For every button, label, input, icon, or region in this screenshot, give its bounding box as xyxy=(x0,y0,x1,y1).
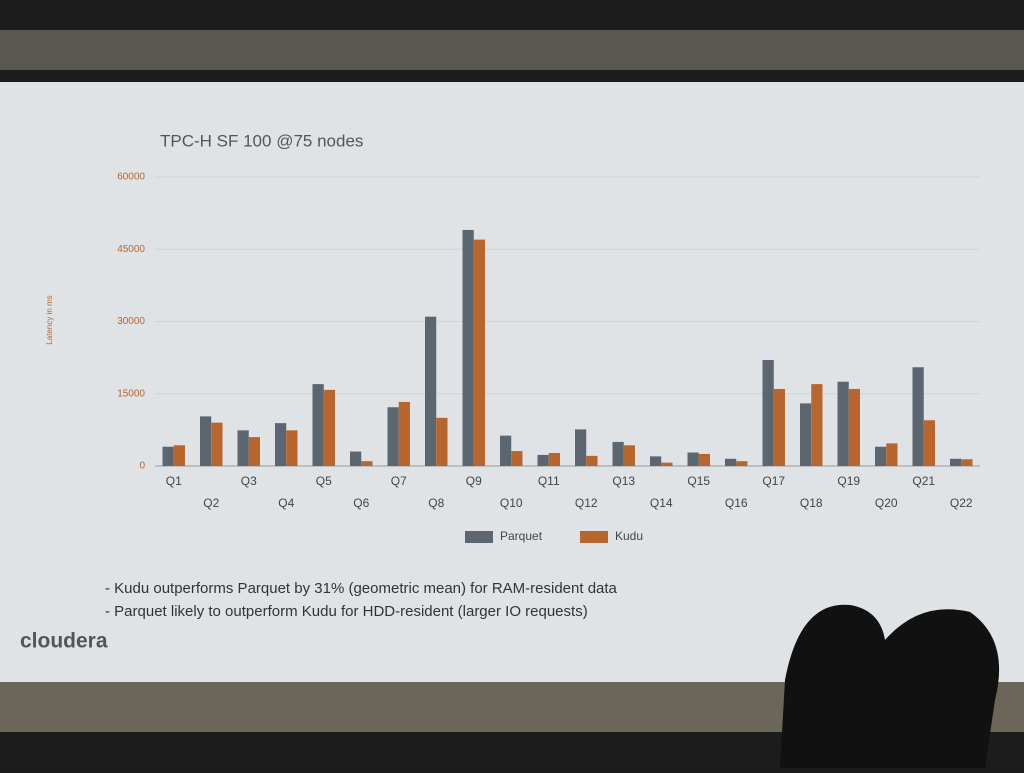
bar xyxy=(537,454,549,466)
y-tick-label: 60000 xyxy=(117,172,145,183)
bar xyxy=(387,407,399,466)
note: - Parquet likely to outperform Kudu for … xyxy=(105,603,588,620)
bar xyxy=(323,389,335,466)
bar xyxy=(650,456,662,466)
bar xyxy=(950,458,962,466)
logo: cloudera xyxy=(20,630,108,653)
bar xyxy=(811,384,823,466)
bar xyxy=(436,417,448,466)
bar xyxy=(511,451,523,466)
bar xyxy=(312,384,324,466)
x-tick-label: Q21 xyxy=(912,474,935,488)
bar xyxy=(286,430,298,466)
x-tick-label: Q20 xyxy=(875,496,898,510)
x-tick-label: Q18 xyxy=(800,496,823,510)
x-tick-label: Q10 xyxy=(500,496,523,510)
y-tick-label: 30000 xyxy=(117,316,145,327)
x-tick-label: Q16 xyxy=(725,496,748,510)
bar xyxy=(173,445,185,466)
bar xyxy=(912,367,924,466)
bar xyxy=(473,239,485,466)
legend-swatch xyxy=(580,531,608,543)
screen-frame xyxy=(0,30,1024,70)
bar xyxy=(886,443,898,466)
bar xyxy=(762,360,774,466)
bar xyxy=(773,388,785,466)
bar xyxy=(736,461,748,466)
x-tick-label: Q11 xyxy=(538,474,560,488)
bar xyxy=(961,459,973,466)
bar xyxy=(162,446,174,466)
bar xyxy=(848,388,860,466)
x-tick-label: Q8 xyxy=(428,496,444,510)
x-tick-label: Q5 xyxy=(316,474,332,488)
bar xyxy=(548,452,560,466)
x-tick-label: Q12 xyxy=(575,496,598,510)
bar xyxy=(248,437,260,466)
legend-label: Kudu xyxy=(615,529,643,543)
x-tick-label: Q4 xyxy=(278,496,294,510)
x-tick-label: Q17 xyxy=(762,474,785,488)
bar xyxy=(687,452,699,466)
slide xyxy=(0,82,1024,682)
audience-heads xyxy=(780,604,1000,768)
y-axis-label: Latency in ms xyxy=(45,295,54,344)
chart-title: TPC-H SF 100 @75 nodes xyxy=(160,131,363,150)
bar xyxy=(612,441,624,466)
x-tick-label: Q3 xyxy=(241,474,257,488)
x-tick-label: Q1 xyxy=(166,474,182,488)
bar xyxy=(425,316,437,466)
bar xyxy=(837,381,849,466)
bar xyxy=(398,401,410,466)
bar xyxy=(623,445,635,466)
bar xyxy=(237,430,249,466)
bar xyxy=(211,422,223,466)
bar xyxy=(725,458,737,466)
bar xyxy=(800,403,812,466)
bar xyxy=(661,462,673,466)
y-tick-label: 15000 xyxy=(117,388,145,399)
bar xyxy=(923,420,935,466)
bar xyxy=(500,435,512,466)
x-tick-label: Q13 xyxy=(612,474,635,488)
bar xyxy=(462,229,474,466)
note: - Kudu outperforms Parquet by 31% (geome… xyxy=(105,580,618,597)
bar xyxy=(698,453,710,466)
legend-swatch xyxy=(465,531,493,543)
x-tick-label: Q14 xyxy=(650,496,673,510)
x-tick-label: Q22 xyxy=(950,496,973,510)
x-tick-label: Q9 xyxy=(466,474,482,488)
legend-label: Parquet xyxy=(500,529,543,543)
x-tick-label: Q7 xyxy=(391,474,407,488)
bar xyxy=(875,446,887,466)
bar xyxy=(586,455,598,466)
bar xyxy=(200,416,212,466)
x-tick-label: Q15 xyxy=(687,474,710,488)
x-tick-label: Q19 xyxy=(837,474,860,488)
bar xyxy=(361,461,373,466)
x-tick-label: Q6 xyxy=(353,496,369,510)
y-tick-label: 0 xyxy=(139,461,145,472)
bar xyxy=(575,429,587,466)
x-tick-label: Q2 xyxy=(203,496,219,510)
y-tick-label: 45000 xyxy=(117,244,145,255)
bar xyxy=(350,451,362,466)
bar xyxy=(275,423,287,466)
